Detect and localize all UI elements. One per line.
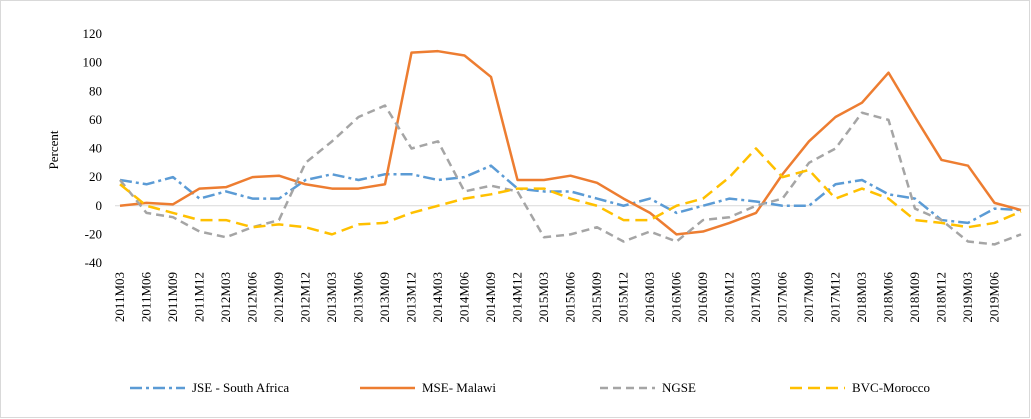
x-tick-label: 2018M09	[907, 272, 922, 323]
x-tick-label: 2018M12	[934, 272, 949, 323]
legend-label: BVC-Morocco	[852, 380, 930, 395]
x-tick-label: 2014M06	[457, 272, 472, 323]
x-tick-label: 2017M09	[801, 272, 816, 323]
x-tick-label: 2018M06	[881, 272, 896, 323]
x-tick-label: 2017M06	[775, 272, 790, 323]
x-tick-label: 2016M12	[722, 272, 737, 323]
x-tick-label: 2016M09	[695, 272, 710, 323]
x-tick-label: 2012M09	[271, 272, 286, 323]
y-tick-label: 60	[89, 112, 102, 127]
x-tick-label: 2011M12	[192, 272, 207, 322]
x-tick-label: 2013M06	[351, 272, 366, 323]
x-tick-label: 2012M06	[245, 272, 260, 323]
x-tick-label: 2014M12	[510, 272, 525, 323]
x-tick-label: 2011M06	[139, 272, 154, 323]
series-line	[119, 104, 1022, 246]
series-line	[119, 147, 1022, 236]
y-tick-label: 20	[89, 169, 102, 184]
y-tick-label: 120	[83, 26, 103, 41]
x-tick-label: 2014M09	[483, 272, 498, 323]
y-tick-label: -20	[85, 226, 102, 241]
x-tick-label: 2011M03	[112, 272, 127, 322]
series-line	[119, 164, 1022, 225]
x-tick-label: 2012M03	[218, 272, 233, 323]
x-tick-label: 2017M12	[828, 272, 843, 323]
x-tick-label: 2015M09	[589, 272, 604, 323]
x-tick-label: 2013M09	[377, 272, 392, 323]
y-tick-label: 80	[89, 83, 102, 98]
x-tick-label: 2015M03	[536, 272, 551, 323]
x-tick-label: 2015M12	[616, 272, 631, 323]
x-tick-label: 2013M12	[404, 272, 419, 323]
series-line	[119, 49, 1022, 236]
x-tick-label: 2019M03	[960, 272, 975, 323]
x-tick-label: 2011M09	[165, 272, 180, 322]
y-tick-label: -40	[85, 255, 102, 270]
x-tick-label: 2012M12	[298, 272, 313, 323]
legend-label: JSE - South Africa	[192, 380, 289, 395]
x-tick-label: 2016M03	[642, 272, 657, 323]
y-tick-label: 40	[89, 141, 102, 156]
x-tick-label: 2018M03	[854, 272, 869, 323]
legend-label: MSE- Malawi	[422, 380, 496, 395]
x-tick-label: 2017M03	[748, 272, 763, 323]
x-tick-label: 2016M06	[669, 272, 684, 323]
x-tick-label: 2019M06	[987, 272, 1002, 323]
x-tick-label: 2015M06	[563, 272, 578, 323]
y-axis-label: Percent	[46, 130, 61, 169]
y-tick-label: 100	[83, 55, 103, 70]
x-tick-label: 2014M03	[430, 272, 445, 323]
legend-label: NGSE	[662, 380, 696, 395]
y-tick-label: 0	[96, 198, 103, 213]
x-tick-label: 2013M03	[324, 272, 339, 323]
